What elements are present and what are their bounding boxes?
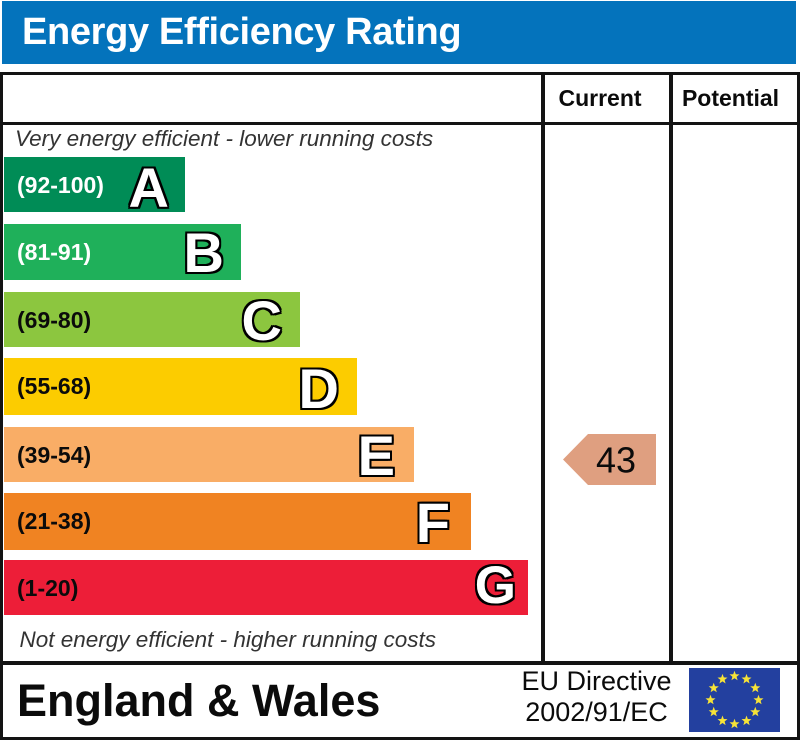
svg-text:43: 43 <box>596 440 636 481</box>
